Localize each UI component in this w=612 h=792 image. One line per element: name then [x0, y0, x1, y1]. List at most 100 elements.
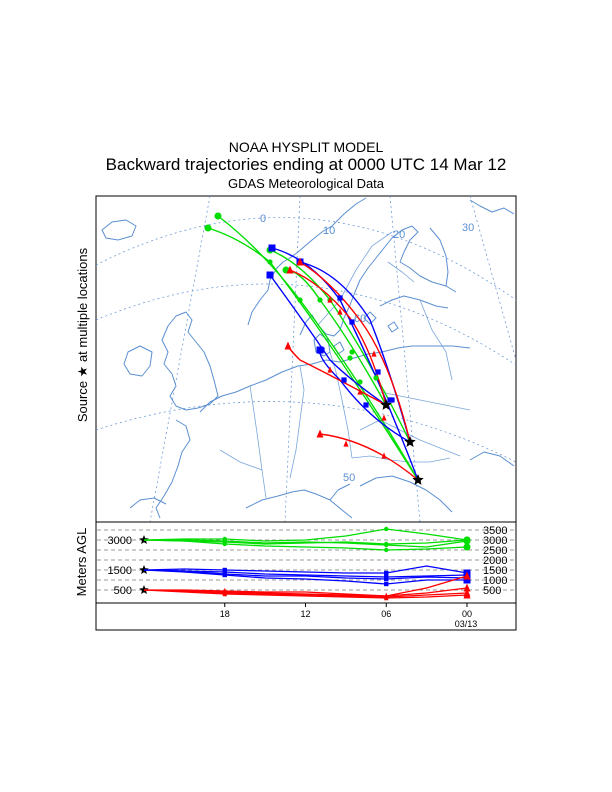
height-series-line-500: [143, 589, 468, 599]
data-source-label: GDAS Meteorological Data: [227, 176, 385, 191]
chart-title: NOAA HYSPLIT MODEL: [228, 139, 384, 155]
left-level-labels: 3000 1500 500: [108, 535, 132, 597]
lon-label-0: 0: [260, 213, 266, 225]
height-point-3000: [463, 543, 471, 551]
trajectory-point: [381, 452, 387, 459]
right-axis-label: 3000: [483, 535, 507, 547]
x-date-label: 03/13: [455, 619, 478, 629]
trajectory-line: [289, 269, 387, 406]
trajectory-line: [207, 227, 419, 481]
country-borders: [219, 231, 471, 499]
trajectory-point: [375, 369, 381, 375]
right-axis-label: 2500: [483, 545, 507, 557]
height-point-1500: [384, 576, 389, 582]
source-star: [404, 436, 416, 447]
coastlines: [101, 197, 515, 519]
trajectory-point: [214, 212, 222, 220]
trajectory-point: [381, 414, 387, 421]
graticule: [95, 195, 517, 523]
trajectory-line: [319, 433, 419, 481]
height-series-line-3000: [143, 528, 468, 542]
source-stars: [380, 399, 424, 485]
height-series-line-1500: [143, 569, 468, 580]
trajectory-point: [363, 402, 369, 408]
time-axis-frame: [95, 602, 517, 631]
source-star: [412, 474, 424, 485]
height-point-1500: [384, 570, 389, 576]
trajectory-point: [373, 375, 379, 381]
trajectory-line: [299, 261, 411, 443]
lat-label-50: 50: [343, 472, 355, 484]
height-point-500: [463, 571, 471, 580]
trajectory-point: [327, 296, 333, 303]
left-level-label: 3000: [108, 535, 132, 547]
height-point-1500: [384, 581, 389, 587]
trajectory-point: [371, 350, 377, 357]
source-star: [380, 399, 392, 410]
trajectory-point: [337, 295, 343, 301]
trajectory-point: [357, 379, 363, 385]
trajectory-point: [349, 319, 355, 325]
height-series-line-500: [143, 589, 468, 598]
height-series-line-1500: [143, 565, 468, 574]
right-axis-label: 3500: [483, 525, 507, 537]
trajectory-line: [217, 215, 419, 481]
height-series-line-3000: [144, 539, 468, 548]
height-point-1500: [222, 567, 227, 573]
height-point-1500: [463, 576, 471, 584]
x-tick-label: 12: [300, 609, 310, 619]
x-tick-label: 00: [462, 609, 472, 619]
graticule-labels: 0 10 20 30 60 50: [260, 213, 474, 484]
trajectory-point: [286, 265, 294, 274]
x-tick-label: 18: [220, 609, 230, 619]
trajectory-point: [284, 341, 292, 350]
lon-label-20: 20: [393, 229, 405, 241]
trajectory-line: [269, 274, 387, 406]
map-panel: 0 10 20 30 60 50 Source ★ at multiple lo…: [75, 195, 517, 523]
right-axis-label: 1000: [483, 575, 507, 587]
height-series-line-500: [144, 575, 468, 597]
chart-subtitle: Backward trajectories ending at 0000 UTC…: [105, 155, 507, 174]
trajectory-point: [268, 244, 276, 252]
trajectory-point: [317, 297, 323, 303]
height-point-500: [463, 588, 471, 597]
height-series-line-3000: [143, 539, 468, 551]
height-point-1500: [222, 572, 227, 578]
trajectory-markers: [204, 212, 395, 459]
source-side-label: Source ★ at multiple locations: [75, 247, 90, 422]
trajectory-point: [327, 366, 333, 373]
right-axis-label: 2000: [483, 555, 507, 567]
trajectory-line: [285, 269, 387, 406]
left-level-label: 1500: [108, 565, 132, 577]
height-point-500: [463, 583, 471, 592]
trajectory-point: [296, 257, 304, 266]
trajectory-point: [316, 346, 324, 354]
height-series-line-3000: [143, 539, 468, 545]
right-axis-label: 1500: [483, 565, 507, 577]
trajectory-point: [341, 377, 347, 383]
trajectory-point: [357, 388, 363, 395]
right-axis-label: 500: [483, 585, 501, 597]
height-point-3000: [384, 526, 389, 532]
trajectory-point: [387, 397, 393, 403]
trajectory-point: [349, 349, 355, 355]
trajectory-point: [297, 297, 303, 303]
height-series: [139, 526, 471, 601]
lon-label-10: 10: [323, 225, 335, 237]
trajectory-point: [266, 271, 274, 279]
trajectory-point: [316, 429, 324, 438]
x-tick-labels: 18 12 06 00: [220, 603, 472, 619]
height-point-500: [384, 593, 389, 600]
trajectory-point: [347, 355, 353, 361]
height-point-3000: [222, 541, 227, 547]
y-axis-label: Meters AGL: [74, 528, 89, 597]
lon-label-30: 30: [462, 222, 474, 234]
height-point-3000: [384, 547, 389, 553]
height-point-3000: [384, 542, 389, 548]
left-level-label: 500: [114, 585, 132, 597]
height-series-line-1500: [143, 569, 467, 585]
trajectory-point: [204, 224, 212, 232]
